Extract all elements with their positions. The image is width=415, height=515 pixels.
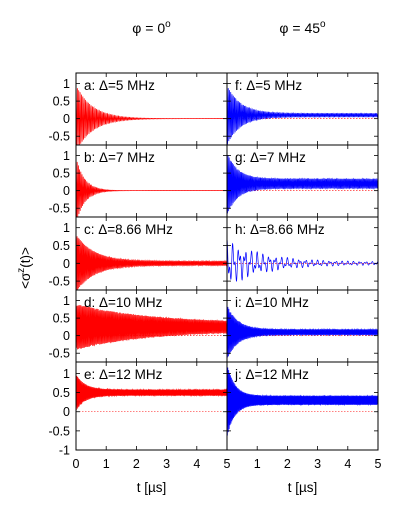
y-tick-label: 0: [63, 257, 70, 271]
y-tick-label: 0: [63, 329, 70, 343]
y-tick-label: -0.5: [48, 275, 70, 289]
series-line-c: [76, 236, 227, 290]
panel-d: -0.5 0 0.5 1 d: Δ=10 MHz: [48, 289, 228, 363]
column-title-superscript: o: [165, 19, 171, 30]
y-tick-label: 1: [63, 221, 70, 235]
x-tick-label: 5: [224, 457, 231, 471]
x-tick-label: 2: [133, 457, 140, 471]
y-tick-label: 0: [63, 112, 70, 126]
x-tick-label: 3: [163, 457, 170, 471]
y-tick-label: 0.5: [53, 386, 70, 400]
y-tick-label: 1: [63, 77, 70, 91]
panel-label-d: d: Δ=10 MHz: [84, 295, 163, 310]
x-tick-label: 3: [314, 457, 321, 471]
y-tick-label: 0.5: [53, 95, 70, 109]
column-titles: φ = 0o φ = 45o: [132, 19, 326, 36]
axes-labels: 0 1 2 3 4 5 t [µs] 1 2 3 4 5 t [µs] <σz(t)>: [16, 247, 382, 495]
y-tick-label: 0.5: [53, 239, 70, 253]
x-tick-label: 1: [254, 457, 261, 471]
y-tick-label: -0.5: [48, 130, 70, 144]
x-axis-label: t [µs]: [288, 480, 318, 495]
panel-j: j: Δ=12 MHz: [226, 361, 379, 451]
series-line-d: [76, 304, 227, 350]
column-title-base: φ = 0: [132, 20, 165, 36]
y-tick-label: 0.5: [53, 167, 70, 181]
panel-c: -0.5 0 0.5 1 c: Δ=8.66 MHz: [48, 216, 228, 291]
column-title-phi-45: φ = 45o: [279, 19, 326, 36]
panel-label-a: a: Δ=5 MHz: [84, 78, 155, 93]
panel-frame: [226, 361, 379, 451]
column-title-superscript: o: [320, 19, 326, 30]
y-tick-label: -1: [59, 444, 70, 458]
x-tick-label: 2: [284, 457, 291, 471]
panel-label-j: j: Δ=12 MHz: [234, 367, 309, 382]
x-tick-label: 1: [103, 457, 110, 471]
series-line-e: [76, 374, 227, 411]
panels: -0.500.51 a: Δ=5 MHz-0.500.51 b: Δ=7 MHz-0…: [48, 72, 379, 458]
y-tick-label: 1: [63, 367, 70, 381]
y-tick-label: -0.5: [48, 347, 70, 361]
series-line-b: [76, 157, 227, 217]
panel-label-c: c: Δ=8.66 MHz: [84, 222, 173, 237]
panel-label-e: e: Δ=12 MHz: [84, 367, 163, 382]
panel-label-g: g: Δ=7 MHz: [235, 150, 306, 165]
series-line-f: [227, 86, 378, 145]
y-tick-label: 1: [63, 294, 70, 308]
y-tick-label: 1: [63, 149, 70, 163]
y-tick-label: -0.5: [48, 202, 70, 216]
panel-label-i: i: Δ=10 MHz: [235, 295, 309, 310]
x-tick-label: 0: [73, 457, 80, 471]
column-title-phi-0: φ = 0o: [132, 19, 171, 36]
series-line-j: [227, 364, 378, 436]
series-line-h: [227, 238, 378, 282]
panel-label-h: h: Δ=8.66 MHz: [235, 222, 325, 237]
panel-g: g: Δ=7 MHz: [226, 144, 379, 218]
y-axis-label-superscript: z: [16, 268, 27, 273]
y-axis-label-rest: (t)>: [18, 247, 33, 268]
y-tick-label: 0: [63, 405, 70, 419]
y-axis-label-base: <σ: [18, 272, 33, 289]
column-title-base: φ = 45: [279, 20, 320, 36]
panel-b: -0.5 0 0.5 1 b: Δ=7 MHz: [48, 144, 228, 218]
y-tick-label: 0: [63, 184, 70, 198]
series-line-g: [227, 153, 378, 214]
panel-a: -0.5 0 0.5 1 a: Δ=5 MHz: [48, 72, 228, 146]
x-axis-label: t [µs]: [137, 480, 167, 495]
x-tick-label: 5: [375, 457, 382, 471]
x-tick-label: 4: [193, 457, 200, 471]
panel-label-b: b: Δ=7 MHz: [84, 150, 155, 165]
panel-e: -1 -0.5 0 0.5 1 e: Δ=12 MHz: [48, 361, 228, 458]
panel-f: f: Δ=5 MHz: [226, 72, 379, 146]
y-tick-label: 0.5: [53, 312, 70, 326]
series-line-i: [227, 305, 378, 358]
panel-i: i: Δ=10 MHz: [226, 289, 379, 363]
y-axis-label: <σz(t)>: [16, 247, 33, 289]
panel-h: h: Δ=8.66 MHz: [226, 216, 379, 291]
y-tick-label: -0.5: [48, 424, 70, 438]
x-tick-label: 4: [344, 457, 351, 471]
panel-label-f: f: Δ=5 MHz: [235, 78, 302, 93]
series-line-a: [76, 85, 227, 145]
